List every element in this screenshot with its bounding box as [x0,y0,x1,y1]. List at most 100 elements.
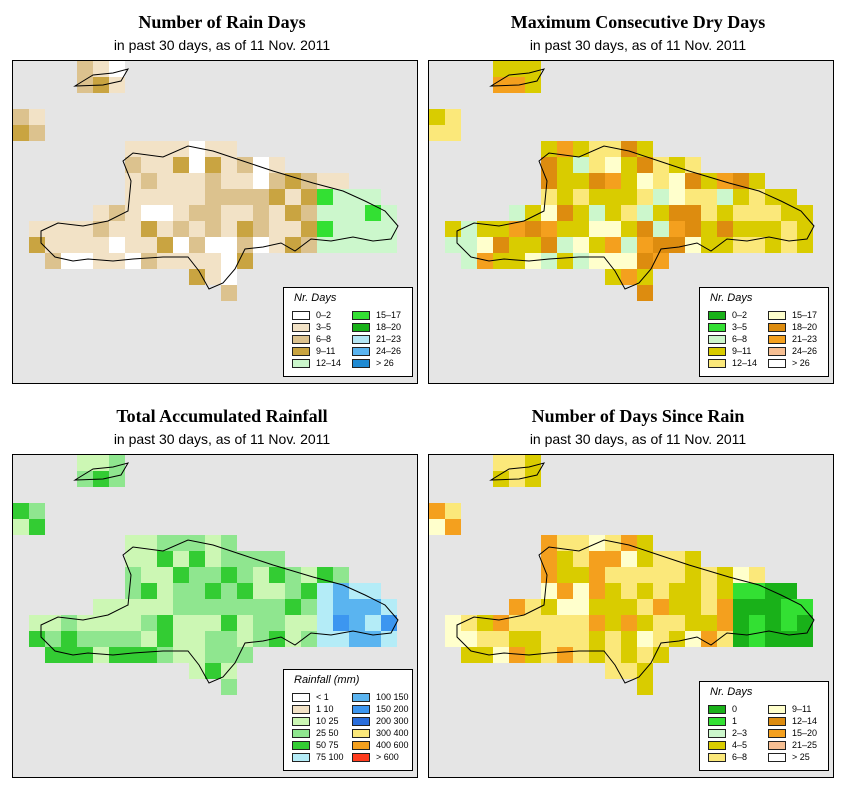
grid-cell [749,583,765,599]
grid-cell [797,631,813,647]
grid-cell [93,237,109,253]
grid-cell [77,61,93,77]
grid-cell [669,583,685,599]
grid-cell [189,551,205,567]
grid-cell [557,599,573,615]
panel-subtitle: in past 30 days, as of 11 Nov. 2011 [113,431,331,447]
grid-cell [669,173,685,189]
grid-cell [541,599,557,615]
hispaniola-outline [40,145,399,290]
grid-cell [797,599,813,615]
grid-cell [509,221,525,237]
grid-cell [685,237,701,253]
grid-cell [141,551,157,567]
grid-cell [109,455,125,471]
grid-cell [509,455,525,471]
grid-cell [765,631,781,647]
legend-label: 150 200 [376,704,409,714]
legend-item: 12–14 [708,358,757,368]
legend-swatch [292,334,310,344]
grid-cell [189,253,205,269]
grid-cell [221,551,237,567]
grid-cell [781,583,797,599]
grid-cell [285,205,301,221]
grid-cell [541,583,557,599]
legend-title: Nr. Days [710,686,753,698]
grid-cell [205,157,221,173]
grid-cell [237,583,253,599]
grid-cell [61,237,77,253]
legend-label: 10 25 [316,716,339,726]
grid-cell [637,551,653,567]
grid-cell [653,567,669,583]
legend-swatch [352,334,370,344]
grid-cell [45,221,61,237]
grid-cell [605,189,621,205]
legend-label: 25 50 [316,728,339,738]
grid-cell [77,631,93,647]
map-svg [429,455,815,695]
grid-cell [749,567,765,583]
grid-cell [493,647,509,663]
grid-cell [749,631,765,647]
legend-swatch [708,334,726,344]
legend-item: 15–17 [352,310,401,320]
legend-label: 21–23 [376,334,402,344]
legend-item: 15–20 [768,728,817,738]
legend-swatch [768,358,786,368]
legend-item: 4–5 [708,740,747,750]
legend-label: 18–20 [376,322,402,332]
grid-cell [717,173,733,189]
grid-cell [285,189,301,205]
grid-cell [525,631,541,647]
grid-cell [173,567,189,583]
grid-cell [605,237,621,253]
grid-cell [349,221,365,237]
grid-cell [141,141,157,157]
grid-cell [189,535,205,551]
cuba-outline [489,462,546,481]
legend-swatch [708,346,726,356]
grid-cell [701,615,717,631]
grid-cell [557,647,573,663]
grid-cell [589,173,605,189]
grid-cell [605,663,621,679]
grid-cell [141,237,157,253]
grid-cell [189,647,205,663]
grid-cell [589,189,605,205]
grid-cell [493,615,509,631]
grid-cell [733,615,749,631]
panel-max-dry-days: Maximum Consecutive Dry Days in past 30 … [428,4,848,394]
grid-cell [221,141,237,157]
grid-cell [141,583,157,599]
grid-cell [237,173,253,189]
grid-cell [493,471,509,487]
grid-cell [637,141,653,157]
grid-cell [749,599,765,615]
legend-swatch [768,728,786,738]
grid-cell [557,157,573,173]
legend-item: 6–8 [708,752,747,762]
grid-cell [365,205,381,221]
hispaniola-outline [456,539,815,684]
grid-cell [701,173,717,189]
grid-cell [493,455,509,471]
grid-cell [541,567,557,583]
grid-cell [157,647,173,663]
grid-cell [301,237,317,253]
grid-cell [157,535,173,551]
legend-label: 9–11 [316,346,336,356]
grid-cell [301,189,317,205]
grid-cell [621,221,637,237]
legend-item: 150 200 [352,704,409,714]
grid-cell [733,599,749,615]
grid-cell [525,599,541,615]
grid-cell [445,615,461,631]
grid-cell [205,141,221,157]
legend-item: 300 400 [352,728,409,738]
grid-cell [157,157,173,173]
grid-cell [141,189,157,205]
grid-cell [125,567,141,583]
legend-item: < 1 [292,692,329,702]
grid-cell [365,599,381,615]
